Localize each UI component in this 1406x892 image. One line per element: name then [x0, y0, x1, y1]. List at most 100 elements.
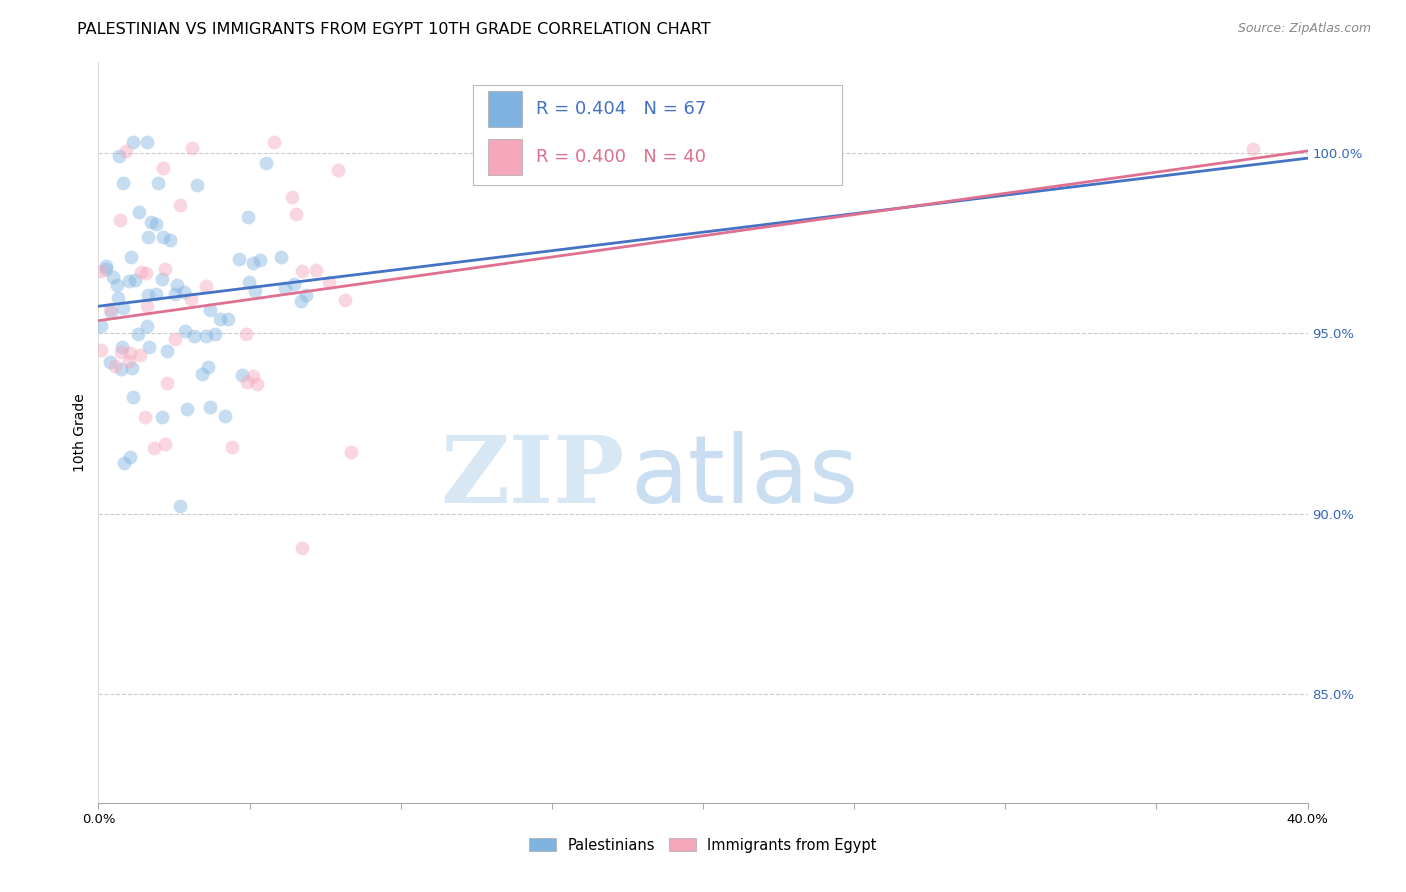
- Point: [197, 359, 219, 374]
- Point: [107, 291, 129, 305]
- Point: [204, 326, 226, 341]
- Point: [150, 272, 173, 286]
- Text: atlas: atlas: [630, 431, 859, 523]
- Point: [165, 332, 187, 346]
- Point: [328, 162, 350, 177]
- Point: [209, 312, 232, 326]
- Point: [135, 299, 157, 313]
- Point: [122, 135, 145, 149]
- Point: [159, 233, 181, 247]
- Point: [112, 176, 135, 190]
- Point: [105, 278, 128, 293]
- Point: [114, 144, 136, 158]
- Point: [214, 409, 236, 423]
- Point: [152, 230, 174, 244]
- Point: [104, 359, 127, 373]
- Point: [200, 302, 222, 317]
- Point: [143, 442, 166, 456]
- Point: [318, 275, 340, 289]
- Point: [118, 274, 141, 288]
- Point: [136, 318, 159, 333]
- Point: [290, 293, 312, 308]
- Point: [228, 252, 250, 266]
- Point: [263, 135, 285, 149]
- Point: [173, 285, 195, 299]
- Point: [249, 252, 271, 267]
- Point: [136, 135, 159, 149]
- Point: [156, 343, 179, 358]
- Point: [94, 262, 117, 277]
- Point: [254, 156, 277, 170]
- Point: [129, 265, 152, 279]
- Point: [120, 251, 142, 265]
- Point: [186, 178, 208, 192]
- Point: [136, 229, 159, 244]
- Point: [284, 207, 307, 221]
- Point: [236, 210, 259, 224]
- Point: [98, 301, 121, 316]
- Point: [283, 277, 305, 291]
- Point: [242, 256, 264, 270]
- Point: [110, 345, 132, 359]
- Point: [152, 161, 174, 175]
- Point: [294, 288, 316, 302]
- FancyBboxPatch shape: [474, 85, 842, 185]
- Point: [108, 213, 131, 227]
- Point: [166, 277, 188, 292]
- Point: [190, 367, 212, 381]
- Text: R = 0.400   N = 40: R = 0.400 N = 40: [536, 148, 706, 166]
- Point: [108, 148, 131, 162]
- Point: [110, 362, 132, 376]
- FancyBboxPatch shape: [488, 91, 522, 127]
- Point: [135, 266, 157, 280]
- Point: [281, 190, 304, 204]
- Point: [134, 409, 156, 424]
- Point: [112, 301, 135, 315]
- Point: [100, 305, 122, 319]
- Point: [136, 287, 159, 301]
- Point: [156, 376, 179, 391]
- Point: [221, 440, 243, 454]
- Point: [194, 329, 217, 343]
- Point: [90, 264, 112, 278]
- Point: [121, 390, 143, 404]
- Point: [246, 377, 269, 392]
- Point: [129, 348, 152, 362]
- Point: [118, 353, 141, 368]
- Point: [180, 293, 202, 307]
- Point: [120, 346, 142, 360]
- Text: Source: ZipAtlas.com: Source: ZipAtlas.com: [1237, 22, 1371, 36]
- Point: [181, 141, 204, 155]
- Text: PALESTINIAN VS IMMIGRANTS FROM EGYPT 10TH GRADE CORRELATION CHART: PALESTINIAN VS IMMIGRANTS FROM EGYPT 10T…: [77, 22, 711, 37]
- Point: [163, 286, 186, 301]
- Point: [333, 293, 356, 307]
- Point: [291, 264, 314, 278]
- Point: [236, 375, 259, 389]
- Point: [305, 263, 328, 277]
- Point: [90, 319, 112, 334]
- Point: [235, 326, 257, 341]
- Point: [153, 262, 176, 277]
- Point: [238, 275, 260, 289]
- Point: [150, 409, 173, 424]
- FancyBboxPatch shape: [488, 139, 522, 175]
- Point: [183, 329, 205, 343]
- Point: [94, 260, 117, 274]
- Point: [169, 500, 191, 514]
- Point: [145, 217, 167, 231]
- Point: [127, 327, 149, 342]
- Point: [138, 340, 160, 354]
- Point: [112, 456, 135, 470]
- Point: [146, 177, 169, 191]
- Point: [145, 287, 167, 301]
- Point: [270, 250, 292, 264]
- Legend: Palestinians, Immigrants from Egypt: Palestinians, Immigrants from Egypt: [523, 831, 883, 858]
- Point: [195, 279, 218, 293]
- Point: [243, 284, 266, 298]
- Point: [139, 215, 162, 229]
- Point: [90, 343, 112, 357]
- Point: [242, 369, 264, 384]
- Point: [153, 437, 176, 451]
- Point: [200, 400, 222, 414]
- Text: R = 0.404   N = 67: R = 0.404 N = 67: [536, 100, 706, 118]
